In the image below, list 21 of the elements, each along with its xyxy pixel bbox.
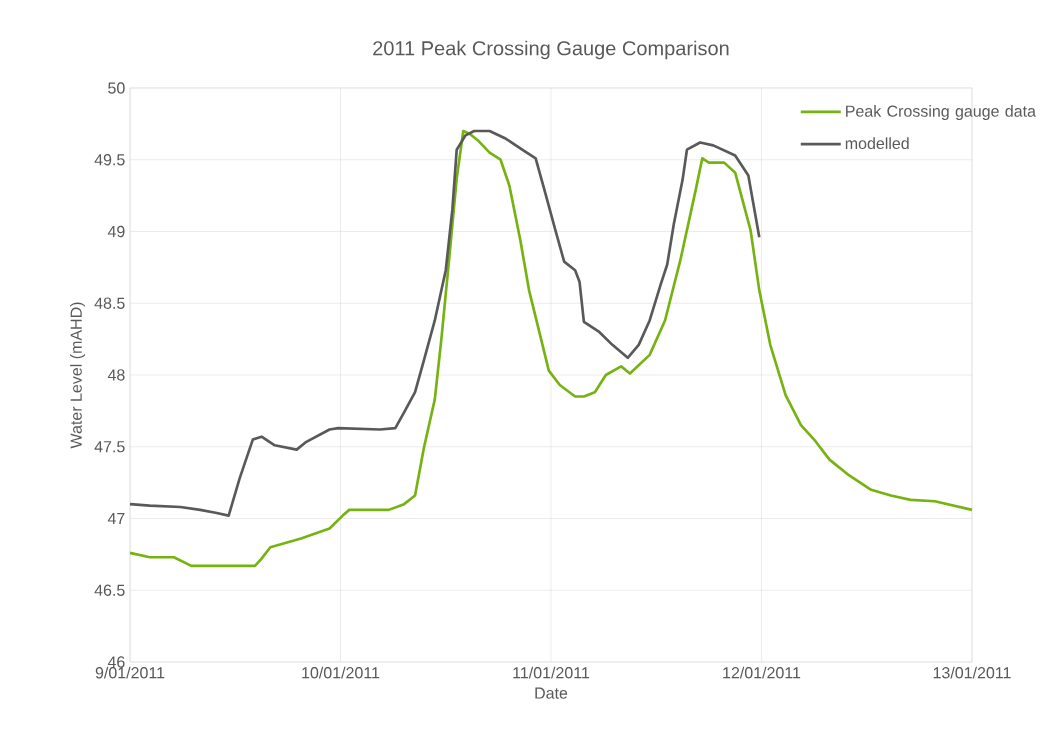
y-tick-label: 47.5	[94, 441, 125, 453]
y-tick-label: 49	[107, 225, 125, 238]
y-tick-label: 50	[108, 82, 125, 94]
legend-label: Peak Crossing gauge data	[846, 105, 1036, 120]
y-tick-label: 46.5	[94, 584, 125, 596]
line-series	[128, 129, 974, 568]
x-tick-label: 11/01/2011	[513, 666, 590, 679]
y-tick-label: 48	[107, 369, 125, 381]
y-tick-label: 49.5	[94, 154, 125, 166]
line-series	[128, 129, 761, 517]
legend-label: modelled	[845, 137, 909, 150]
x-tick-label: 10/01/2011	[302, 666, 380, 679]
x-tick-label: 9/01/2011	[95, 666, 165, 679]
x-tick-label: 12/01/2011	[723, 666, 801, 679]
chart-title: 2011 Peak Crossing Gauge Comparison	[373, 40, 729, 60]
x-tick-label: 13/01/2011	[933, 666, 1011, 679]
y-tick-label: 48.5	[94, 297, 125, 309]
y-tick-label: 47	[107, 512, 125, 524]
y-tick-label: 46	[107, 656, 125, 668]
x-axis-title: Date	[535, 687, 568, 699]
y-axis-title: Water Level (mAHD)	[70, 302, 85, 449]
